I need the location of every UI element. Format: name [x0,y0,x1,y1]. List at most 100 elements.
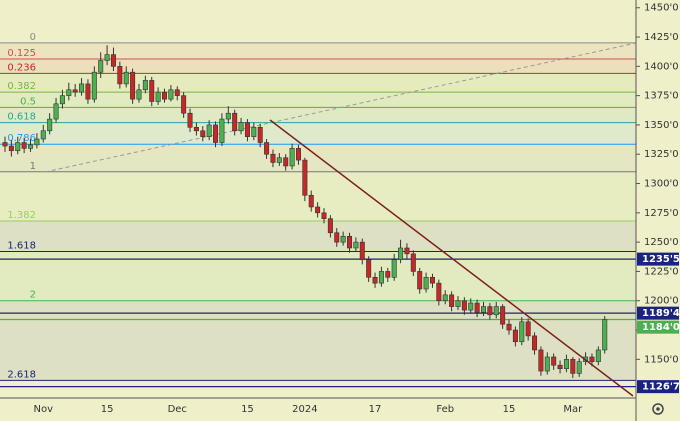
candle-body [512,329,518,343]
candle-body [168,89,174,100]
trend-line [269,119,634,397]
candle-body [372,276,378,284]
candle-body [162,91,168,100]
candle-body [378,271,384,284]
candle-body [455,300,461,307]
candle-body [353,241,359,249]
candle-body [53,103,59,120]
candle-body [595,349,601,362]
candle-body [519,321,525,343]
candle-body [123,71,129,85]
candle-body [321,212,327,219]
candle-body [142,80,148,91]
y-tick-label: 1425'0 [644,32,679,43]
candle-body [270,153,276,163]
candle-body [213,124,219,143]
candle-body [544,356,550,372]
candle-body [563,359,569,370]
fib-band [0,59,636,74]
candle-body [468,302,474,311]
y-tick-label: 1375'0 [644,91,679,102]
candle-body [136,89,142,100]
price-tag [637,320,679,334]
price-tag [637,252,679,266]
candle-body [155,91,161,102]
candle-body [15,142,21,152]
candle-body [602,319,608,351]
price-tag [637,380,679,394]
candle-body [225,112,231,120]
candle-body [206,124,212,137]
candle-body [34,138,40,146]
y-tick-label: 1275'0 [644,208,679,219]
fib-band [0,42,636,60]
candle-body [110,54,116,67]
candle-body [385,271,391,278]
candle-body [47,118,53,132]
candle-body [500,306,506,325]
candle-body [423,276,429,290]
candles [2,45,608,379]
price-tag-label: 1184'0 [642,322,680,333]
candle-body [28,144,34,149]
candle-body [461,300,467,311]
candle-body [283,157,289,167]
candle-body [366,259,372,278]
fib-label: 2 [30,290,36,301]
candle-body [264,142,270,155]
candle-body [187,112,193,128]
candle-body [232,112,238,132]
candle-body [417,271,423,290]
candle-body [359,241,365,261]
candle-body [487,306,493,316]
candle-body [219,118,225,143]
fib-label: 0.618 [7,112,36,123]
candle-body [506,323,512,331]
fib-label: 0.382 [7,81,36,92]
x-tick-label: Nov [34,404,54,415]
x-tick-label: 17 [369,404,382,415]
candle-body [59,95,65,105]
candle-body [538,349,544,372]
candle-body [398,247,404,261]
candle-body [525,321,531,337]
candle-body [91,71,97,100]
fib-label: 1.382 [7,210,36,221]
candle-body [557,364,563,370]
candle-body [72,89,78,93]
price-tag-label: 1189'4 [642,308,680,319]
fib-band [0,300,636,381]
candle-body [474,302,480,313]
candle-body [436,282,442,302]
candle-body [276,157,282,163]
candle-body [391,259,397,278]
candle-body [244,122,250,137]
candle-body [174,89,180,96]
candle-body [532,335,538,351]
fib-label: 1 [30,161,36,172]
settings-icon[interactable] [652,403,664,415]
y-tick-label: 1300'0 [644,179,679,190]
fib-label: 0 [30,32,36,43]
candle-body [2,142,8,147]
fib-label: 0.5 [20,96,36,107]
candle-body [442,294,448,302]
candle-body [347,235,353,249]
candle-body [200,130,206,137]
candle-body [85,83,91,100]
fib-band [0,107,636,123]
candle-body [104,54,110,61]
y-tick-label: 1450'0 [644,3,679,14]
candle-body [40,130,46,140]
fib-bands [0,42,636,381]
fib-label: 0.125 [7,48,36,59]
y-tick-label: 1400'0 [644,61,679,72]
x-tick-label: Dec [168,404,187,415]
price-tag-label: 1126'7 [642,382,680,393]
x-tick-label: 2024 [292,404,317,415]
candle-body [238,122,244,132]
candle-body [429,276,435,284]
fib-band [0,221,636,252]
y-tick-label: 1325'0 [644,149,679,160]
